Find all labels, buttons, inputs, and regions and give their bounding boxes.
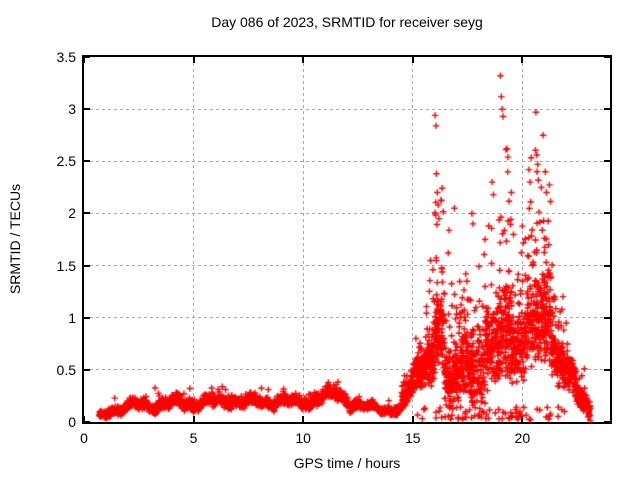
y-tick-label: 2.5 xyxy=(56,153,76,170)
gridline-horizontal xyxy=(84,160,610,162)
y-tick-mark-right xyxy=(604,368,610,371)
x-tick-label: 0 xyxy=(80,430,88,446)
gridline-horizontal xyxy=(84,212,610,214)
x-tick-mark-top xyxy=(411,57,414,63)
x-tick-label: 10 xyxy=(295,430,311,446)
x-tick-mark xyxy=(521,416,524,422)
x-axis-label: GPS time / hours xyxy=(293,455,401,471)
y-tick-mark-right xyxy=(604,160,610,163)
x-tick-mark-top xyxy=(521,57,524,63)
y-tick-mark xyxy=(84,56,90,58)
gridline-horizontal xyxy=(84,317,610,319)
y-axis-label: SRMTID / TECUs xyxy=(7,183,23,295)
y-tick-mark-right xyxy=(604,56,610,58)
gridline-horizontal xyxy=(84,108,610,110)
y-tick-mark xyxy=(84,316,90,319)
x-tick-mark-top xyxy=(192,57,195,63)
y-tick-mark-right xyxy=(604,264,610,267)
y-tick-label: 0.5 xyxy=(56,361,76,378)
x-tick-label: 5 xyxy=(189,430,198,446)
y-tick-label: 0 xyxy=(68,414,76,430)
x-tick-label: 15 xyxy=(404,430,421,446)
y-tick-mark xyxy=(84,368,90,371)
y-tick-label: 1 xyxy=(68,309,76,326)
y-tick-label: 2 xyxy=(68,205,76,222)
x-tick-mark-top xyxy=(302,57,305,63)
y-tick-mark-right xyxy=(604,212,610,215)
y-tick-mark xyxy=(84,108,90,111)
y-tick-label: 3.5 xyxy=(56,49,76,65)
chart-title: Day 086 of 2023, SRMTID for receiver sey… xyxy=(211,14,483,30)
gridline-vertical xyxy=(412,57,414,422)
x-tick-mark xyxy=(302,416,305,422)
y-tick-label: 1.5 xyxy=(56,257,76,274)
x-tick-mark xyxy=(192,416,195,422)
gridline-vertical xyxy=(521,57,523,422)
x-tick-label: 20 xyxy=(514,430,531,446)
y-tick-mark xyxy=(84,212,90,215)
x-tick-mark xyxy=(411,416,414,422)
y-tick-mark xyxy=(84,421,90,423)
gridline-horizontal xyxy=(84,265,610,267)
y-tick-mark-right xyxy=(604,316,610,319)
y-tick-mark-right xyxy=(604,421,610,423)
gridline-horizontal xyxy=(84,369,610,371)
y-tick-mark-right xyxy=(604,108,610,111)
y-tick-label: 3 xyxy=(68,101,76,118)
y-tick-mark xyxy=(84,264,90,267)
y-tick-mark xyxy=(84,160,90,163)
gridline-vertical xyxy=(302,57,304,422)
gridline-vertical xyxy=(193,57,195,422)
